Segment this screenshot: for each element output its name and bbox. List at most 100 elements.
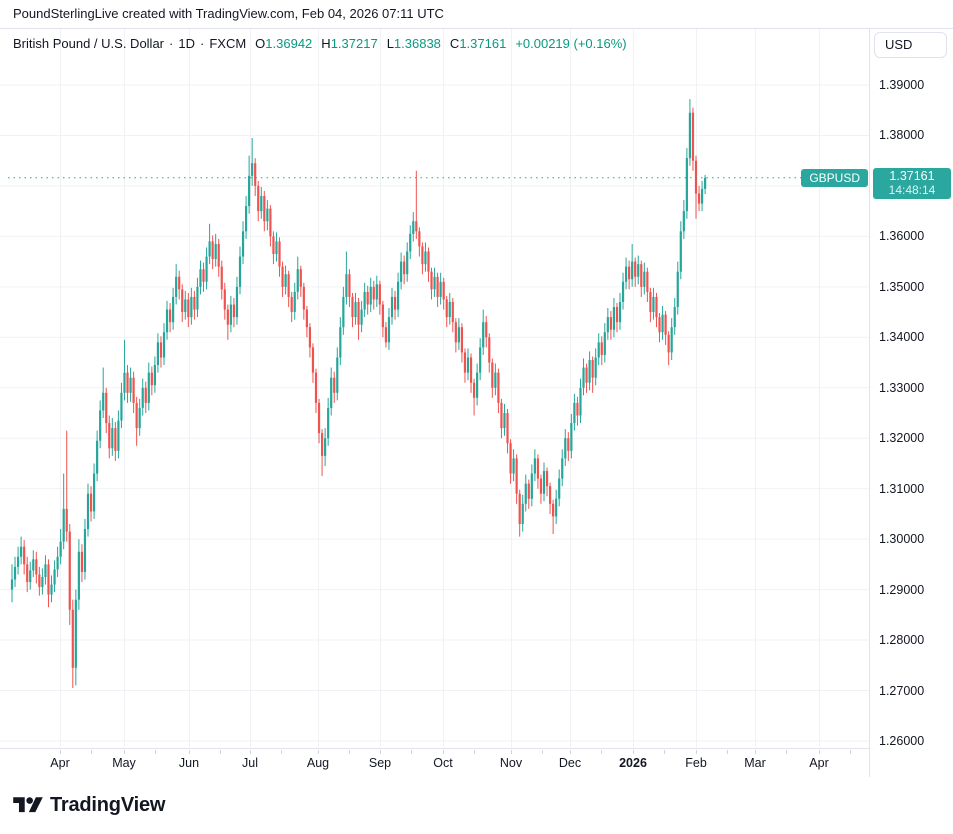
candle xyxy=(564,429,567,466)
footer: TradingView xyxy=(0,777,953,833)
candle-body xyxy=(111,428,114,449)
candle xyxy=(47,559,50,608)
candle-body xyxy=(679,231,682,272)
candle xyxy=(165,300,169,340)
candle-body xyxy=(333,377,336,393)
candle-body xyxy=(153,365,156,386)
candle-body xyxy=(47,564,50,595)
close-value: C1.37161 xyxy=(449,36,507,51)
candle xyxy=(226,304,229,340)
candle xyxy=(235,276,239,325)
candle xyxy=(697,185,701,212)
candle xyxy=(390,287,394,325)
candle-body xyxy=(29,570,32,583)
candle xyxy=(257,180,260,222)
candle xyxy=(530,464,533,507)
candle xyxy=(600,336,603,366)
candle xyxy=(138,398,141,436)
candle-body xyxy=(351,296,354,318)
candle xyxy=(658,313,661,343)
candle xyxy=(700,180,704,212)
candle-body xyxy=(442,281,445,300)
time-tick-label: May xyxy=(112,756,136,770)
time-tick-mark xyxy=(60,750,61,754)
price-pane[interactable]: British Pound / U.S. Dollar · 1D · FXCM O1.36… xyxy=(0,29,869,749)
candle xyxy=(384,322,388,348)
candle-body xyxy=(162,332,166,358)
candle-body xyxy=(202,269,205,282)
candle-body xyxy=(339,327,342,358)
candle xyxy=(494,363,497,396)
candle-body xyxy=(697,193,701,204)
candle-body xyxy=(278,241,281,267)
candle xyxy=(621,272,625,310)
candle xyxy=(263,190,266,232)
candle xyxy=(129,367,132,402)
time-axis[interactable]: Apr May Jun Jul Aug Sep Oct Nov Dec 2026 Feb Mar Apr xyxy=(0,750,869,777)
candle xyxy=(448,292,451,325)
candle-body xyxy=(44,564,47,577)
candle xyxy=(576,396,579,426)
candlestick-chart[interactable] xyxy=(0,29,869,749)
candle-body xyxy=(232,304,236,318)
candle xyxy=(105,387,108,434)
candle xyxy=(74,589,77,686)
candle-body xyxy=(299,269,302,287)
candle-body xyxy=(582,367,585,388)
candle-body xyxy=(290,296,293,313)
candle-body xyxy=(32,559,35,571)
candle-body xyxy=(369,286,372,305)
candle xyxy=(603,323,606,363)
time-tick-label: Apr xyxy=(809,756,829,770)
time-tick-label: Nov xyxy=(499,756,523,770)
candle-body xyxy=(615,307,619,323)
candle-body xyxy=(564,438,567,459)
candle xyxy=(86,483,90,537)
candle xyxy=(89,486,93,522)
time-tick-mark xyxy=(664,750,665,754)
candle-body xyxy=(466,357,470,373)
candle xyxy=(436,272,439,308)
candle-body xyxy=(396,281,400,310)
candle xyxy=(141,378,144,416)
time-tick-mark xyxy=(570,750,571,754)
candle xyxy=(506,408,509,454)
candle-body xyxy=(527,483,530,499)
candle-body xyxy=(424,251,427,265)
candle-body xyxy=(23,546,26,565)
candle-body xyxy=(266,208,269,222)
candle xyxy=(333,371,336,403)
candle-body xyxy=(621,281,625,302)
candle-body xyxy=(220,266,223,290)
candle xyxy=(469,353,473,393)
grid-layer xyxy=(0,29,869,748)
candle-body xyxy=(120,392,123,421)
interval-label[interactable]: 1D xyxy=(178,36,195,51)
candle-body xyxy=(634,261,637,277)
candle-body xyxy=(168,309,172,323)
candle xyxy=(466,348,470,381)
candle xyxy=(479,338,482,381)
candle xyxy=(670,318,673,361)
candle-body xyxy=(448,301,451,318)
candle-body xyxy=(366,291,369,305)
candle-body xyxy=(324,438,327,456)
candle-body xyxy=(314,372,318,403)
price-tick-label: 1.27000 xyxy=(879,683,925,698)
candle xyxy=(342,286,345,335)
exchange-label[interactable]: FXCM xyxy=(209,36,247,51)
candle xyxy=(65,430,68,542)
candle-body xyxy=(685,158,688,212)
last-price-value: 1.37161 xyxy=(889,169,935,183)
currency-button[interactable]: USD xyxy=(874,32,947,58)
candle xyxy=(561,449,564,487)
price-tick-label: 1.28000 xyxy=(879,633,925,648)
symbol-name[interactable]: British Pound / U.S. Dollar xyxy=(13,36,165,51)
candle-body xyxy=(172,296,175,323)
candle-body xyxy=(378,284,381,305)
tradingview-logo[interactable]: TradingView xyxy=(13,794,165,817)
candle-body xyxy=(506,412,509,444)
candle-body xyxy=(585,367,588,383)
price-axis[interactable]: USD 1.390001.380001.370001.360001.350001… xyxy=(869,29,953,777)
candle xyxy=(147,362,150,411)
